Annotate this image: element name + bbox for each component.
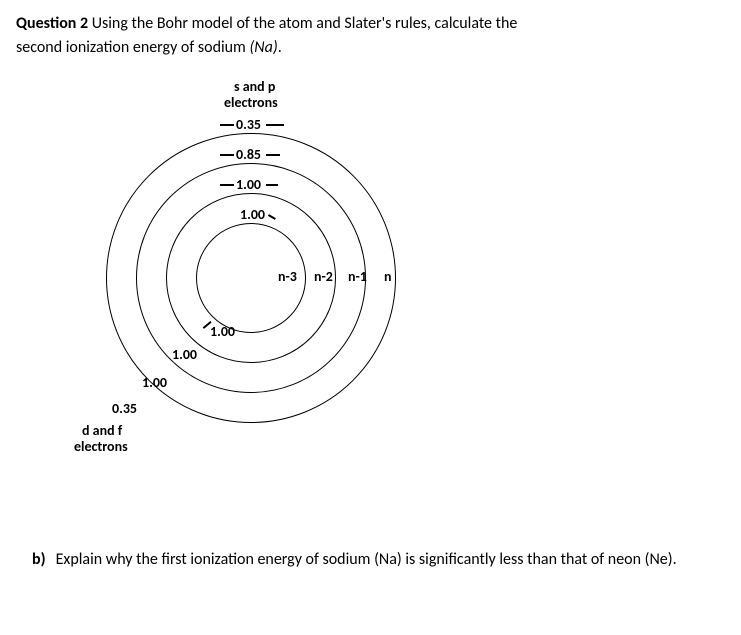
part-b-text: Explain why the first ionization energy …: [56, 548, 677, 572]
sp-header-1: s and p: [234, 78, 275, 95]
question-period: .: [278, 38, 282, 57]
shell-label-n: n: [384, 268, 392, 285]
df-val-n3: 1.00: [210, 323, 235, 340]
sodium-symbol: (Na): [249, 38, 277, 57]
df-footer-1: d and f: [82, 422, 122, 439]
df-footer-2: electrons: [74, 438, 128, 455]
shell-label-n2: n-2: [314, 268, 333, 285]
sp-val-outer: 0.35: [236, 116, 261, 133]
question-label: Question 2: [16, 14, 88, 33]
sp-header-2: electrons: [224, 94, 278, 111]
connector-sp-n1-left: [220, 154, 234, 156]
part-b: b) Explain why the first ionization ener…: [32, 548, 725, 572]
df-val-outer: 0.35: [112, 400, 137, 417]
connector-sp-n2-right: [266, 184, 278, 186]
shell-label-n3: n-3: [278, 268, 297, 285]
sp-val-n3: 1.00: [240, 206, 265, 223]
connector-sp-outer-left: [220, 124, 234, 126]
shell-label-n1: n-1: [348, 268, 367, 285]
df-val-n2: 1.00: [172, 346, 197, 363]
question-text-1: Using the Bohr model of the atom and Sla…: [88, 14, 517, 33]
sp-val-n1: 0.85: [236, 146, 261, 163]
connector-sp-outer-right: [266, 124, 284, 126]
connector-sp-n2-left: [220, 184, 234, 186]
sp-val-n2: 1.00: [236, 176, 261, 193]
question-text-2: second ionization energy of sodium: [16, 38, 249, 57]
question-prompt: Question 2 Using the Bohr model of the a…: [16, 12, 725, 60]
df-val-n1: 1.00: [142, 374, 167, 391]
connector-sp-n1-right: [266, 154, 280, 156]
part-b-label: b): [32, 548, 46, 572]
slater-diagram: s and p electrons 0.35 0.85 1.00 1.00 n-…: [46, 78, 446, 438]
